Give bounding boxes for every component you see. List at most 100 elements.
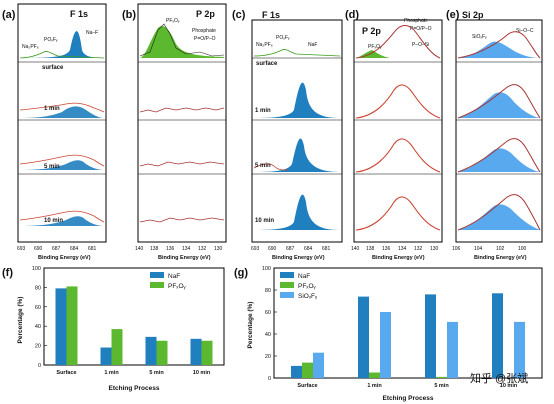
chart-f-x-ticks: Surface 1 min 5 min 10 min <box>56 370 210 376</box>
panel-b-tick-1: 138 <box>150 246 159 252</box>
chart-g-y-tick-label-1: 20 <box>265 354 271 360</box>
panel-b-tick-4: 132 <box>198 246 207 252</box>
chart-g-ylabel: Percentage (%) <box>247 302 254 349</box>
panel-b: (b) P 2p PFₓOᵧ Phosphate P=O/P–O 140 138… <box>122 3 227 261</box>
panel-d-xlabel: Binding Energy (eV) <box>372 255 425 261</box>
chart-g-y-tick-label-4: 80 <box>265 288 271 294</box>
panel-b-tick-3: 134 <box>182 246 191 252</box>
chart-g-bar-2-1 <box>380 312 391 378</box>
panel-a: (a) F 1s Na₂PF₆ POₓFᵧ Na–F surface 1 min… <box>2 3 107 261</box>
chart-g-y-tick-label-5: 100 <box>262 266 271 272</box>
chart-f-x-tick-label-1: 1 min <box>104 370 119 376</box>
chart-f-legend: NaF PFₓOᵧ <box>150 272 186 290</box>
panel-a-fit-5min <box>19 154 105 167</box>
panel-d-peak-label-3: P–O–Si <box>412 42 429 48</box>
panel-a-fit-1min <box>19 102 105 113</box>
panel-e-fit-1min <box>457 84 541 119</box>
chart-g-legend-label-0: NaF <box>298 273 310 280</box>
panel-a-row-label-2: 5 min <box>44 164 60 170</box>
panel-e-tick-0: 106 <box>452 246 461 252</box>
panel-e: (e) Si 2p SiOₓFᵧ Si–O–C 106 104 102 100 … <box>446 9 543 261</box>
chart-g-x-ticks: Surface 1 min 5 min 10 min <box>297 383 517 389</box>
panel-a-peak-label-2: Na–F <box>86 30 98 36</box>
chart-f-panel-label: (f) <box>2 267 13 279</box>
chart-g-bars <box>291 293 525 378</box>
chart-g-bar-0-0 <box>291 365 302 378</box>
chart-f-y-ticks: 0 20 40 60 80 100 <box>32 266 47 369</box>
panel-e-xlabel: Binding Energy (eV) <box>474 255 527 261</box>
panel-d-fit-10min <box>355 196 441 231</box>
panel-c-peak-10min <box>254 194 340 230</box>
panel-c-frame <box>251 19 343 243</box>
chart-g-bar-2-0 <box>313 352 324 378</box>
chart-g-y-tick-label-0: 0 <box>268 376 271 382</box>
panel-e-peak-label-1: Si–O–C <box>516 28 534 34</box>
panel-c-peak-1min <box>254 82 340 118</box>
chart-f-y-tick-label-2: 40 <box>35 324 41 330</box>
chart-f-legend-swatch-0 <box>150 272 164 278</box>
panel-a-xlabel: Binding Energy (eV) <box>38 255 91 261</box>
panel-b-peak-label-2: P=O/P–O <box>194 36 216 42</box>
chart-f-xlabel: Etching Process <box>109 385 160 392</box>
chart-g-y-tick-label-3: 60 <box>265 310 271 316</box>
panel-b-letter: (b) <box>122 9 136 21</box>
panel-b-raw-1min <box>139 107 225 113</box>
panel-e-peak-1min <box>458 92 540 118</box>
chart-f-y-tick-label-0: 0 <box>38 363 41 369</box>
panel-c-tick-2: 687 <box>286 246 295 252</box>
chart-f: (f) 0 20 40 60 80 100 Surface 1 min 5 min 10 min… <box>2 266 225 392</box>
panel-c-peak-5min <box>254 138 340 172</box>
chart-g-legend-label-2: SiOₓFᵧ <box>298 293 318 300</box>
chart-g-legend-swatch-1 <box>280 282 294 288</box>
panel-c-peak-label-0: Na₂PF₆ <box>256 42 273 48</box>
chart-f-x-tick-label-0: Surface <box>56 370 76 376</box>
chart-f-legend-label-0: NaF <box>168 273 180 280</box>
panel-a-row-label-1: 1 min <box>44 106 60 112</box>
panel-e-tick-3: 100 <box>518 246 527 252</box>
panel-e-tick-1: 104 <box>474 246 483 252</box>
panel-c-fit-surface <box>253 49 341 57</box>
chart-g-xlabel: Etching Process <box>383 395 434 402</box>
panel-c-peak-label-2: NaF <box>308 42 317 48</box>
chart-f-y-tick-label-4: 80 <box>35 285 41 291</box>
panel-a-fit-10min <box>19 210 105 223</box>
panel-c-row-label-1: 1 min <box>255 108 271 114</box>
panel-a-letter: (a) <box>2 9 16 21</box>
panel-d-tick-3: 134 <box>398 246 407 252</box>
panel-b-tick-0: 140 <box>135 246 144 252</box>
chart-f-x-tick-label-2: 5 min <box>149 370 164 376</box>
chart-g-bar-2-2 <box>447 321 458 378</box>
panel-a-peak-1min <box>20 106 104 118</box>
chart-f-bar-0-2 <box>145 336 157 365</box>
panel-a-peak-label-0: Na₂PF₆ <box>22 44 39 50</box>
chart-f-bar-0-0 <box>55 288 67 365</box>
panel-e-peak-10min <box>458 204 540 230</box>
panel-c-fit-5min <box>253 163 289 171</box>
panel-a-tick-0: 693 <box>17 246 26 252</box>
panel-e-frame <box>455 19 543 243</box>
chart-g-bar-1-2 <box>436 376 447 378</box>
chart-f-y-tick-label-5: 100 <box>32 266 41 272</box>
panel-e-peak-surface <box>458 41 540 58</box>
chart-f-bar-1-0 <box>66 286 78 365</box>
panel-a-title: F 1s <box>70 9 88 19</box>
chart-f-bar-1-2 <box>156 340 168 365</box>
panel-e-letter: (e) <box>446 9 460 21</box>
chart-g-x-tick-label-1: 1 min <box>367 383 382 389</box>
panel-a-peak-label-1: POₓFᵧ <box>44 37 58 43</box>
panel-b-peak-label-1: Phosphate <box>192 28 216 34</box>
panel-d-title: P 2p <box>362 26 381 36</box>
panel-b-frame <box>137 3 227 243</box>
panel-d-tick-0: 140 <box>351 246 360 252</box>
panel-d-fit-5min <box>355 138 441 173</box>
chart-f-bar-0-1 <box>100 347 112 365</box>
panel-a-tick-4: 681 <box>88 246 97 252</box>
panel-d-tick-2: 136 <box>382 246 391 252</box>
panel-a-tick-3: 684 <box>70 246 79 252</box>
panel-d-fit-surface <box>355 25 441 59</box>
panel-d-tick-1: 138 <box>366 246 375 252</box>
chart-g-bar-0-1 <box>358 296 369 378</box>
panel-b-raw-5min <box>139 161 225 167</box>
panel-b-tick-2: 136 <box>166 246 175 252</box>
panel-b-xlabel: Binding Energy (eV) <box>158 255 211 261</box>
